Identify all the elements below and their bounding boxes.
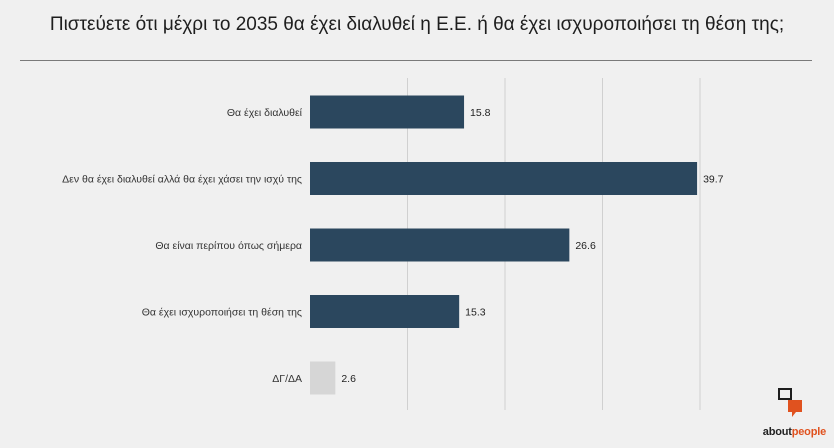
bar [310, 228, 570, 262]
logo-wordmark: aboutpeople [763, 426, 826, 438]
category-label: ΔΓ/ΔΑ [272, 373, 302, 385]
logo-mark-icon [778, 388, 802, 417]
value-label: 39.7 [703, 174, 724, 186]
value-label: 2.6 [341, 373, 356, 385]
value-label: 26.6 [575, 240, 596, 252]
brand-logo: aboutpeople [756, 388, 826, 438]
chart-title: Πιστεύετε ότι μέχρι το 2035 θα έχει διαλ… [49, 14, 785, 35]
bars: Θα έχει διαλυθεί 15.8 Δεν θα έχει διαλυθεί… [62, 95, 724, 395]
category-label: Δεν θα έχει διαλυθεί αλλά θα έχει χάσει … [62, 174, 302, 186]
category-label: Θα έχει ισχυροποιήσει τη θέση της [142, 307, 302, 319]
logo-prefix: about [762, 426, 792, 438]
bar [310, 162, 698, 195]
title-divider [20, 60, 812, 61]
bar [310, 95, 465, 129]
value-label: 15.8 [470, 107, 491, 119]
logo-suffix: people [791, 426, 826, 438]
bar [310, 295, 460, 328]
value-label: 15.3 [465, 307, 486, 319]
category-label: Θα έχει διαλυθεί [227, 107, 303, 119]
category-label: Θα είναι περίπου όπως σήμερα [155, 240, 302, 252]
bar [310, 361, 336, 395]
